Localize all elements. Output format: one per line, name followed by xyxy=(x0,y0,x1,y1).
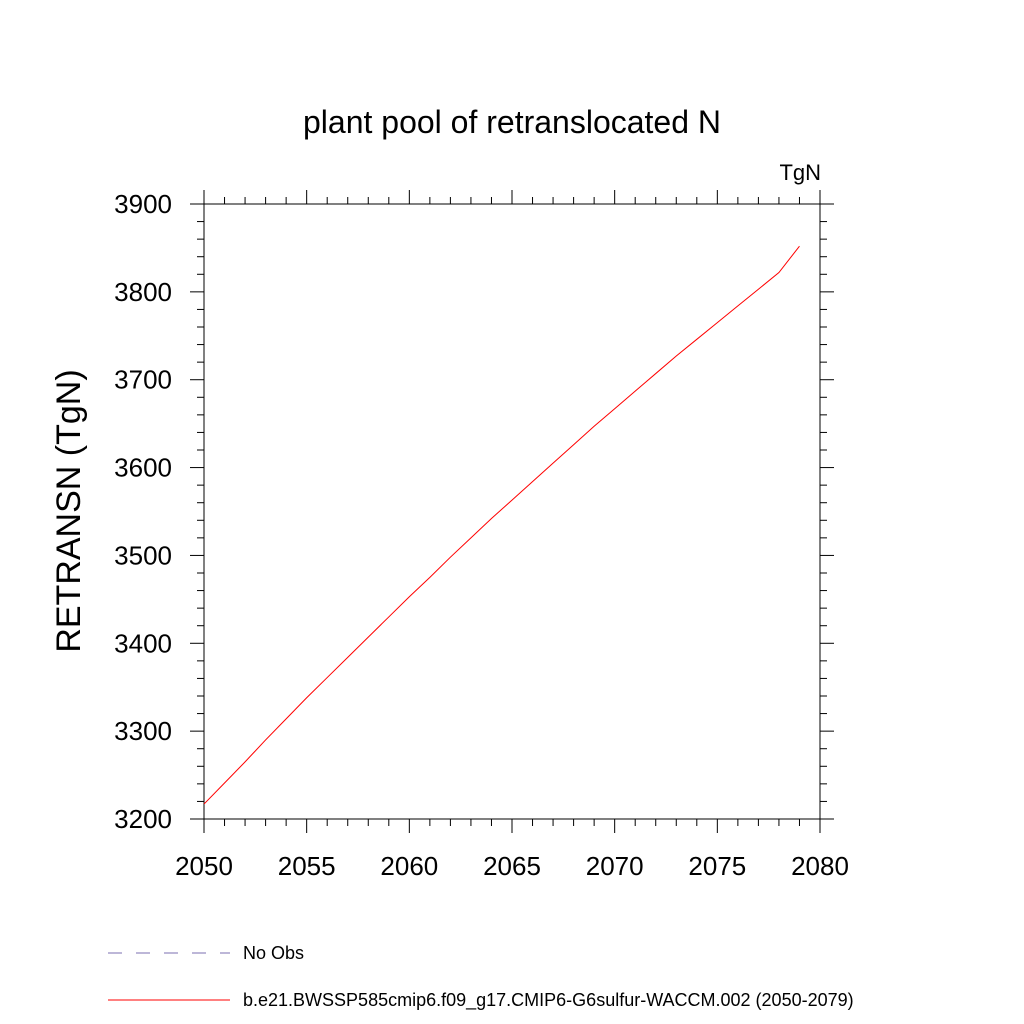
x-tick-label: 2075 xyxy=(688,851,746,881)
y-tick-label: 3400 xyxy=(114,628,172,658)
x-tick-label: 2055 xyxy=(278,851,336,881)
series-line-0 xyxy=(203,245,800,805)
x-tick-label: 2080 xyxy=(791,851,849,881)
x-tick-label: 2050 xyxy=(175,851,233,881)
legend-label-no-obs: No Obs xyxy=(243,943,304,963)
y-tick-label: 3600 xyxy=(114,453,172,483)
x-tick-label: 2060 xyxy=(380,851,438,881)
y-axis-label: RETRANSN (TgN) xyxy=(50,369,88,652)
chart-title: plant pool of retranslocated N xyxy=(303,104,721,140)
y-tick-label: 3500 xyxy=(114,540,172,570)
plot-frame xyxy=(203,203,821,820)
minor-ticks xyxy=(197,197,827,826)
y-tick-label: 3300 xyxy=(114,716,172,746)
units-label: TgN xyxy=(779,160,821,185)
major-ticks xyxy=(190,190,834,833)
legend: No Obs b.e21.BWSSP585cmip6.f09_g17.CMIP6… xyxy=(108,943,854,1011)
series-lines xyxy=(203,245,800,805)
y-tick-label: 3800 xyxy=(114,277,172,307)
y-tick-label: 3900 xyxy=(114,189,172,219)
y-tick-labels: 3200 3300 3400 3500 3600 3700 3800 3900 xyxy=(114,189,172,834)
legend-label-model-run: b.e21.BWSSP585cmip6.f09_g17.CMIP6-G6sulf… xyxy=(243,990,854,1011)
y-tick-label: 3700 xyxy=(114,365,172,395)
x-tick-label: 2070 xyxy=(586,851,644,881)
x-tick-label: 2065 xyxy=(483,851,541,881)
x-tick-labels: 2050 2055 2060 2065 2070 2075 2080 xyxy=(175,851,849,881)
plot-border xyxy=(203,203,821,820)
y-tick-label: 3200 xyxy=(114,804,172,834)
